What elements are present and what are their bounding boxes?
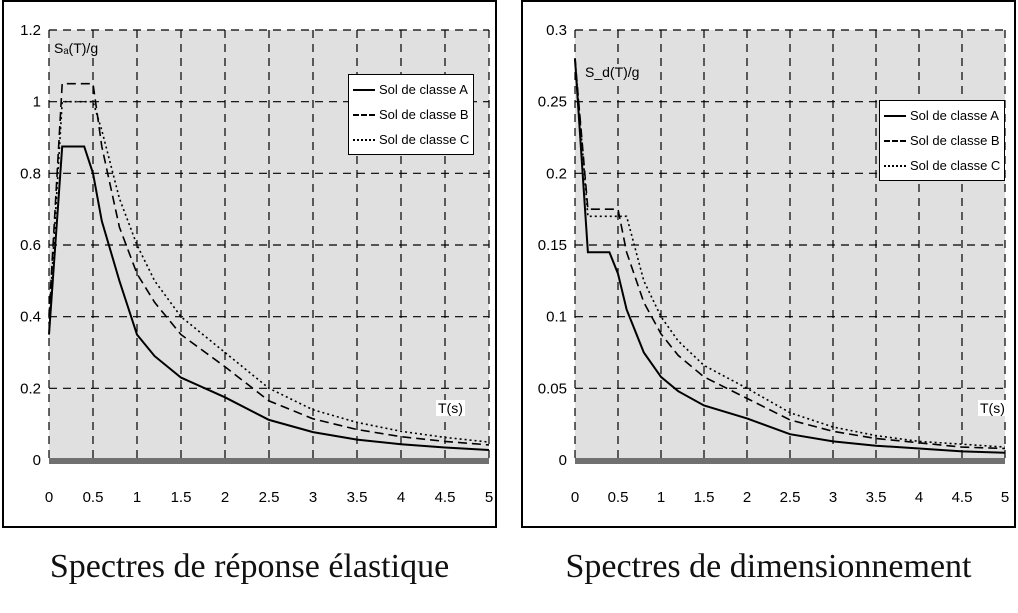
x-tick-label: 3 xyxy=(829,489,837,506)
y-tick-label: 1.2 xyxy=(20,22,41,39)
series-line-sol-de-classe-c xyxy=(48,100,490,443)
y-tick-label: 0.6 xyxy=(20,237,41,254)
x-axis-label: T(s) xyxy=(978,400,1007,416)
y-tick-label: 0.15 xyxy=(538,237,567,254)
y-tick-label: 0.8 xyxy=(20,165,41,182)
x-tick-label: 2 xyxy=(743,489,751,506)
series-line-sol-de-classe-a xyxy=(574,58,1006,454)
y-tick-label: 0.2 xyxy=(546,165,567,182)
chart-caption-elastic: Spectres de réponse élastique xyxy=(49,548,450,585)
y-tick-label: 0.4 xyxy=(20,309,41,326)
y-axis-label: Sₐ(T)/g xyxy=(54,40,99,56)
legend-entry: Sol de classe A xyxy=(353,77,469,102)
design-spectrum-chart: 0 0.05 0.1 0.15 0.2 0.25 0.3 0 0.5 1 1.5 2 2.5 3 3.5 4 4… xyxy=(538,22,1009,506)
series-line-sol-de-classe-b xyxy=(48,82,490,446)
legend-label: Sol de classe C xyxy=(910,158,1001,173)
x-tick-label: 3.5 xyxy=(347,489,368,506)
y-tick-label: 0 xyxy=(33,452,41,469)
x-tick-label: 1 xyxy=(133,489,141,506)
legend-label: Sol de classe A xyxy=(379,82,468,97)
y-tick-label: 0.05 xyxy=(538,380,567,397)
y-tick-label: 0.3 xyxy=(546,22,567,39)
x-tick-label: 4.5 xyxy=(435,489,456,506)
x-tick-label: 0 xyxy=(571,489,579,506)
x-tick-label: 5 xyxy=(1001,489,1009,506)
series-line-sol-de-classe-a xyxy=(48,145,490,451)
x-tick-label: 0.5 xyxy=(83,489,104,506)
x-tick-label: 1 xyxy=(657,489,665,506)
legend-entry: Sol de classe A xyxy=(884,103,1000,128)
x-tick-label: 4.5 xyxy=(952,489,973,506)
x-tick-label: 3.5 xyxy=(866,489,887,506)
y-axis-label: S_d(T)/g xyxy=(585,64,640,80)
legend-label: Sol de classe B xyxy=(379,107,469,122)
x-tick-label: 0 xyxy=(45,489,53,506)
legend-entry: Sol de classe C xyxy=(353,127,469,152)
y-tick-label: 0.1 xyxy=(546,309,567,326)
x-tick-label: 1.5 xyxy=(171,489,192,506)
x-tick-label: 5 xyxy=(485,489,493,506)
y-tick-label: 0.2 xyxy=(20,380,41,397)
x-axis-label: T(s) xyxy=(436,400,465,416)
y-tick-label: 1 xyxy=(33,94,41,111)
x-tick-label: 1.5 xyxy=(694,489,715,506)
legend-swatch xyxy=(884,164,906,167)
x-tick-label: 2.5 xyxy=(780,489,801,506)
legend-swatch xyxy=(353,138,375,141)
x-tick-label: 4 xyxy=(397,489,405,506)
legend-label: Sol de classe C xyxy=(379,132,470,147)
legend: Sol de classe A Sol de classe B Sol de cla… xyxy=(348,74,475,155)
x-tick-label: 0.5 xyxy=(608,489,629,506)
legend-entry: Sol de classe B xyxy=(353,102,469,127)
series-line-sol-de-classe-b xyxy=(574,58,1006,450)
x-axis-line xyxy=(49,458,489,464)
x-tick-label: 2 xyxy=(221,489,229,506)
legend-label: Sol de classe B xyxy=(910,133,1000,148)
x-axis-line xyxy=(575,458,1005,464)
legend-swatch xyxy=(353,88,375,91)
x-tick-label: 3 xyxy=(309,489,317,506)
legend-label: Sol de classe A xyxy=(910,108,999,123)
legend-entry: Sol de classe B xyxy=(884,128,1000,153)
legend-swatch xyxy=(353,113,375,116)
legend-swatch xyxy=(884,139,906,142)
chart-caption-design: Spectres de dimensionnement xyxy=(565,548,972,585)
y-tick-label: 0.25 xyxy=(538,94,567,111)
x-tick-label: 2.5 xyxy=(259,489,280,506)
legend: Sol de classe A Sol de classe B Sol de cla… xyxy=(879,100,1006,181)
x-tick-label: 4 xyxy=(915,489,923,506)
legend-entry: Sol de classe C xyxy=(884,153,1000,178)
design-spectrum-chart-panel: 0 0.05 0.1 0.15 0.2 0.25 0.3 0 0.5 1 1.5 2 2.5 3 3.5 4 4… xyxy=(521,0,1016,528)
y-tick-label: 0 xyxy=(559,452,567,469)
elastic-response-chart-panel: 0 0.2 0.4 0.6 0.8 1 1.2 0 0.5 1 1.5 2 2.5 3 3.5 4 4.5 5 S… xyxy=(2,0,497,528)
legend-swatch xyxy=(884,114,906,117)
